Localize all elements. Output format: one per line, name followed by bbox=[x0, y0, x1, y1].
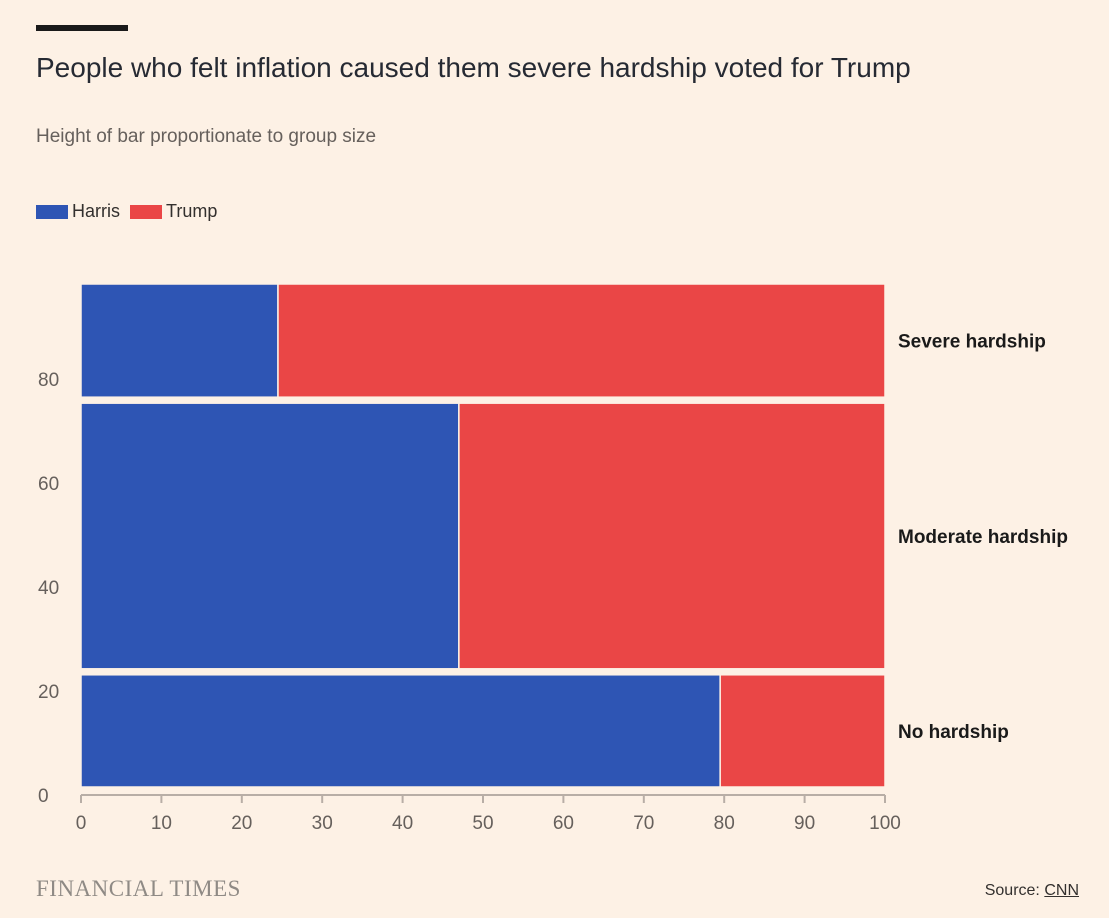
x-tick-label: 20 bbox=[231, 813, 252, 834]
legend-item-harris: Harris bbox=[36, 201, 120, 222]
chart-subtitle: Height of bar proportionate to group siz… bbox=[36, 126, 377, 147]
x-tick-label: 10 bbox=[151, 813, 172, 834]
y-tick-label: 20 bbox=[38, 682, 59, 703]
ft-top-rule bbox=[36, 25, 128, 31]
group-label: Moderate hardship bbox=[898, 527, 1068, 548]
source-prefix: Source: bbox=[984, 882, 1045, 899]
legend-item-trump: Trump bbox=[130, 201, 217, 222]
x-tick-label: 80 bbox=[714, 813, 735, 834]
x-tick-label: 60 bbox=[553, 813, 574, 834]
x-tick-label: 90 bbox=[794, 813, 815, 834]
y-tick-label: 60 bbox=[38, 474, 59, 495]
bar-no-hardship-trump bbox=[719, 674, 886, 788]
bar-no-hardship-harris bbox=[80, 674, 721, 788]
chart-title: People who felt inflation caused them se… bbox=[36, 52, 911, 83]
group-label: Severe hardship bbox=[898, 332, 1046, 353]
x-tick-label: 50 bbox=[472, 813, 493, 834]
x-tick-label: 70 bbox=[633, 813, 654, 834]
bar-severe-hardship-harris bbox=[80, 283, 279, 398]
bar-severe-hardship-trump bbox=[277, 283, 886, 398]
bar-moderate-hardship-trump bbox=[458, 402, 886, 670]
x-tick-label: 100 bbox=[869, 813, 901, 834]
x-tick-label: 0 bbox=[76, 813, 87, 834]
x-tick-label: 30 bbox=[312, 813, 333, 834]
legend: Harris Trump bbox=[36, 201, 227, 222]
ft-logo: FINANCIAL TIMES bbox=[36, 876, 241, 901]
legend-swatch-harris bbox=[36, 204, 68, 219]
group-label: No hardship bbox=[898, 722, 1009, 743]
x-tick-label: 40 bbox=[392, 813, 413, 834]
source-note: Source: CNN bbox=[985, 882, 1079, 900]
y-tick-label: 40 bbox=[38, 578, 59, 599]
legend-swatch-trump bbox=[130, 204, 162, 219]
bar-moderate-hardship-harris bbox=[80, 402, 460, 670]
legend-label-trump: Trump bbox=[166, 201, 218, 221]
y-tick-label: 0 bbox=[38, 786, 49, 807]
source-link[interactable]: CNN bbox=[1044, 882, 1079, 899]
legend-label-harris: Harris bbox=[72, 201, 120, 221]
y-tick-label: 80 bbox=[38, 370, 59, 391]
